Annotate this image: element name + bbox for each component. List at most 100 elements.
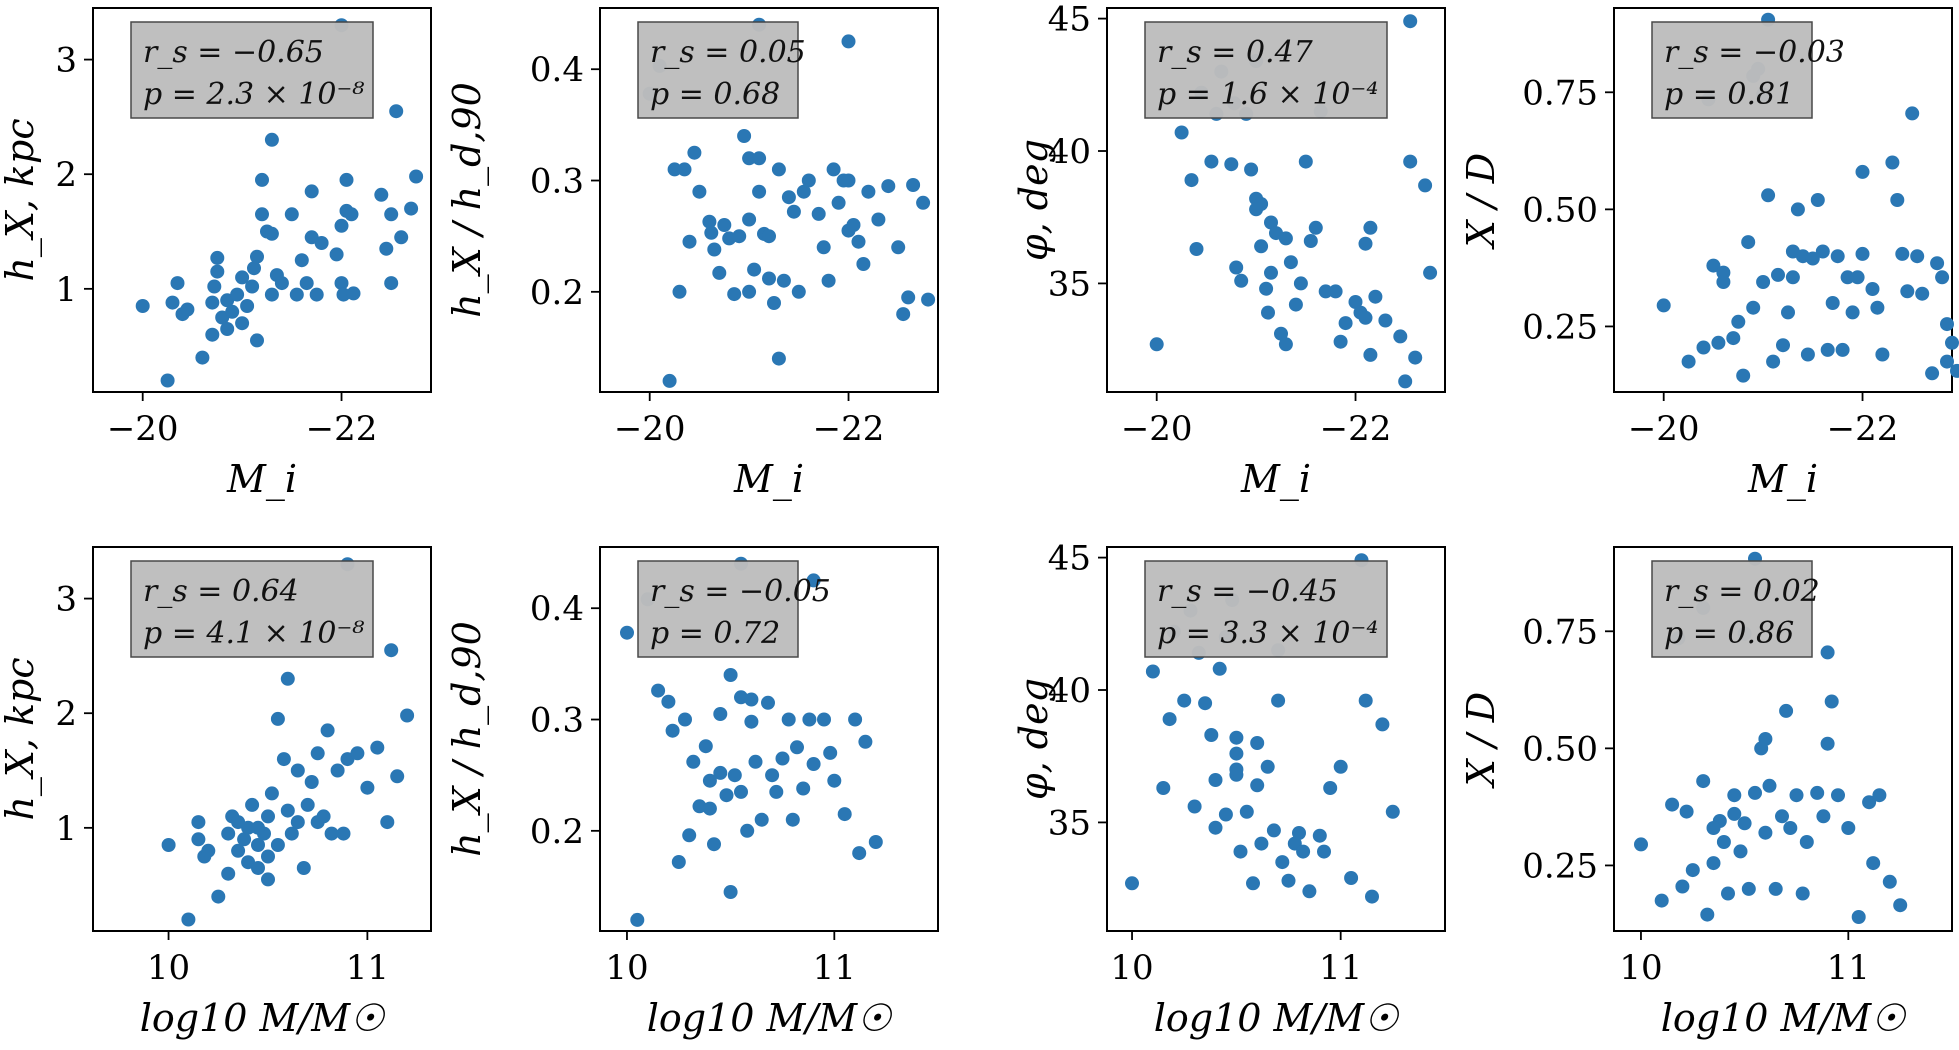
data-point — [1756, 275, 1771, 289]
x-tick-label: −20 — [614, 409, 686, 449]
y-tick-label: 0.75 — [1522, 73, 1598, 113]
data-point — [1810, 193, 1825, 207]
data-point — [1246, 876, 1260, 891]
stat-rs: r_s = 0.05 — [650, 35, 806, 70]
x-tick-label: −20 — [107, 409, 179, 449]
data-point — [713, 765, 728, 780]
data-point — [384, 643, 399, 658]
data-point — [1264, 265, 1278, 280]
data-point — [1278, 231, 1293, 246]
y-tick-label: 2 — [55, 694, 77, 734]
data-point — [270, 711, 285, 726]
x-axis-label: M_i — [1240, 457, 1311, 502]
y-axis-label: X / D — [1459, 153, 1503, 250]
data-point — [1726, 331, 1741, 346]
data-point — [742, 212, 757, 227]
data-point — [245, 797, 260, 812]
scatter-series — [161, 557, 415, 927]
data-point — [1785, 270, 1800, 285]
stat-rs: r_s = −0.03 — [1664, 35, 1845, 70]
data-point — [330, 763, 345, 778]
data-point — [762, 229, 776, 244]
stats-box — [637, 21, 799, 119]
data-point — [1685, 863, 1700, 878]
data-point — [207, 279, 222, 294]
data-point — [1224, 157, 1239, 172]
data-point — [1746, 300, 1761, 315]
stat-p: p = 1.6 × 10⁻⁴ — [1157, 77, 1378, 112]
data-point — [846, 218, 861, 232]
data-point — [748, 754, 763, 769]
data-point — [334, 276, 349, 291]
data-point — [1696, 340, 1711, 355]
data-point — [1800, 347, 1815, 362]
stat-rs: r_s = −0.65 — [143, 35, 324, 70]
x-tick-label: −22 — [1320, 409, 1392, 449]
data-point — [1816, 809, 1831, 824]
data-point — [1423, 265, 1438, 280]
data-point — [682, 828, 697, 843]
data-point — [771, 162, 786, 177]
data-point — [1261, 305, 1275, 320]
data-point — [677, 162, 692, 177]
x-axis-label: log10 M/M☉ — [647, 996, 893, 1040]
data-point — [781, 712, 796, 727]
data-point — [1363, 347, 1378, 362]
data-point — [776, 273, 791, 288]
data-point — [1741, 881, 1756, 896]
y-tick-label: 35 — [1048, 264, 1091, 304]
data-point — [1368, 289, 1383, 304]
data-point — [744, 692, 759, 707]
data-point — [1716, 835, 1731, 849]
data-point — [1634, 837, 1648, 852]
data-point — [831, 195, 846, 210]
data-point — [1910, 249, 1925, 264]
data-point — [270, 838, 285, 852]
data-point — [678, 712, 692, 727]
data-point — [1274, 326, 1288, 341]
data-point — [712, 265, 727, 280]
data-point — [1731, 314, 1746, 329]
data-point — [290, 815, 305, 830]
data-point — [796, 184, 811, 199]
data-point — [1303, 234, 1318, 248]
data-point — [280, 671, 295, 686]
data-point — [336, 826, 351, 841]
data-point — [682, 234, 697, 249]
data-point — [1288, 297, 1303, 312]
data-point — [848, 712, 863, 727]
subplot-mass-xd: 10 11 0.25 0.50 0.75 log10 M/M☉ X / D r_s = 0.0… — [1459, 546, 1953, 1040]
data-point — [235, 316, 250, 331]
data-point — [734, 784, 748, 799]
data-point — [702, 214, 717, 229]
data-point — [237, 832, 252, 847]
data-point — [1208, 773, 1223, 787]
data-point — [247, 261, 261, 276]
data-point — [379, 241, 394, 256]
data-point — [344, 207, 359, 222]
data-point — [231, 843, 246, 858]
data-point — [289, 287, 304, 302]
y-axis-label: X / D — [1459, 692, 1503, 789]
stat-rs: r_s = −0.45 — [1157, 574, 1338, 609]
data-point — [1198, 696, 1213, 711]
axes-frame — [92, 546, 432, 932]
data-point — [1768, 881, 1783, 896]
data-point — [1741, 235, 1756, 250]
y-tick-label: 0.2 — [530, 273, 584, 313]
data-point — [1706, 258, 1721, 273]
x-tick-label: −22 — [306, 409, 378, 449]
data-point — [329, 247, 344, 262]
data-point — [1260, 759, 1275, 774]
data-point — [821, 273, 836, 288]
data-point — [225, 304, 240, 319]
y-tick-label: 0.3 — [530, 162, 584, 202]
y-tick-label: 45 — [1048, 539, 1091, 579]
data-point — [765, 768, 780, 783]
data-point — [1254, 836, 1269, 851]
data-point — [1149, 337, 1164, 352]
data-point — [314, 236, 329, 250]
data-point — [1890, 193, 1905, 207]
data-point — [916, 195, 931, 210]
data-point — [723, 885, 738, 899]
